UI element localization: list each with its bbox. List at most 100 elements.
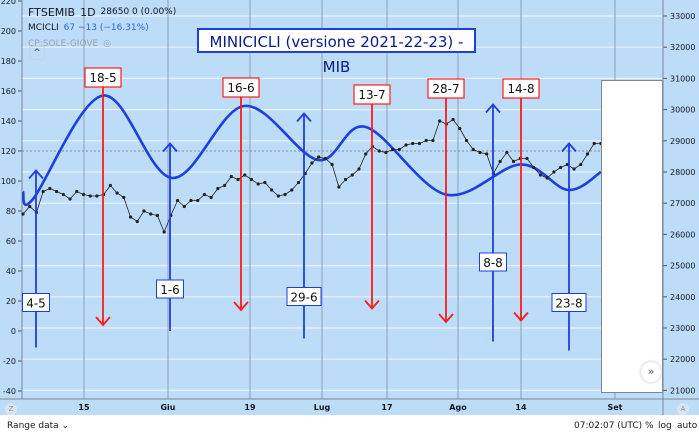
indicator-name[interactable]: MCICLI: [28, 22, 59, 33]
oscillator-point: [337, 185, 341, 189]
left-axis-label: 220: [1, 0, 16, 6]
arrow-head-down-icon: [513, 311, 529, 322]
oscillator-point: [223, 183, 227, 188]
oscillator-point: [68, 197, 72, 201]
arrow-head-up-icon: [485, 103, 501, 114]
price-info: 28650 0 (0.00%): [100, 6, 177, 17]
oscillator-point: [48, 186, 52, 191]
left-axis-label: 180: [1, 57, 16, 66]
oscillator-point: [135, 219, 139, 224]
scroll-to-realtime-button[interactable]: »: [641, 362, 661, 382]
oscillator-point: [88, 194, 92, 198]
auto-scale-icon[interactable]: A: [677, 403, 689, 415]
oscillator-point: [290, 188, 294, 192]
oscillator-point: [397, 147, 401, 152]
right-axis-label: 33000: [670, 12, 695, 21]
oscillator-point: [128, 215, 133, 219]
x-axis-label: Lug: [314, 403, 331, 412]
oscillator-point: [21, 212, 25, 216]
timezone-icon[interactable]: Z: [5, 403, 17, 415]
oscillator-point: [330, 162, 334, 167]
left-axis-label: 140: [1, 117, 16, 126]
symbol[interactable]: FTSEMIB: [28, 5, 76, 19]
collapse-legend-button[interactable]: ^: [29, 46, 45, 60]
cycle-high-label-box: [353, 84, 391, 105]
oscillator-point: [552, 170, 556, 174]
oscillator-point: [189, 198, 193, 203]
cycle-high-label-box: [84, 67, 122, 88]
x-axis-label: 15: [78, 403, 90, 412]
cycle-low-label-box: [286, 287, 322, 306]
oscillator-point: [451, 117, 455, 122]
oscillator-point: [108, 183, 112, 188]
left-axis-label: -40: [3, 387, 16, 396]
eye-hidden-icon[interactable]: ◎: [103, 38, 112, 49]
oscillator-point: [162, 230, 166, 234]
blank-panel: [601, 80, 663, 393]
cycle-low-label: 1-6: [160, 283, 180, 297]
right-axis-label: 26000: [670, 230, 695, 239]
oscillator-point: [431, 138, 435, 143]
oscillator-point: [209, 195, 213, 200]
x-axis-label: Set: [607, 403, 622, 412]
auto-toggle[interactable]: auto: [677, 421, 698, 431]
oscillator-point: [585, 152, 590, 156]
percent-toggle[interactable]: %: [645, 421, 654, 431]
oscillator-point: [249, 177, 254, 182]
oscillator-point: [216, 186, 220, 191]
oscillator-point: [196, 198, 200, 203]
oscillator-point: [75, 189, 79, 194]
x-axis-label: Ago: [449, 403, 467, 412]
oscillator-point: [115, 191, 119, 195]
left-axis-label: 60: [6, 237, 16, 246]
oscillator-point: [485, 152, 489, 156]
oscillator-point: [471, 147, 475, 152]
left-axis-label: 20: [6, 297, 16, 306]
cycle-high-label: 16-6: [227, 81, 254, 95]
indicator-values: 67 −13 (−16.31%): [63, 22, 149, 33]
arrow-head-up-icon: [162, 142, 178, 153]
range-data-button[interactable]: Range data ⌄: [7, 421, 70, 431]
oscillator-point: [364, 152, 368, 156]
left-axis-label: 160: [1, 87, 16, 96]
cycle-low-label: 23-8: [555, 297, 582, 311]
oscillator-point: [350, 173, 354, 177]
left-axis-label: 100: [1, 177, 16, 186]
cycle-high-label-box: [222, 77, 260, 98]
oscillator-point: [458, 126, 462, 131]
right-axis-label: 22000: [670, 355, 695, 364]
cycle-low-label: 8-8: [483, 256, 503, 270]
cycle-low-label: 29-6: [290, 291, 317, 305]
oscillator-point: [317, 155, 321, 159]
arrow-head-down-icon: [364, 299, 380, 310]
arrow-head-down-icon: [233, 301, 249, 312]
oscillator-point: [28, 204, 32, 209]
oscillator-point: [122, 195, 126, 200]
oscillator-point: [202, 192, 207, 197]
oscillator-point: [572, 167, 576, 171]
overlay-name[interactable]: CP:SOLE-GIOVE: [28, 38, 99, 49]
arrow-head-up-icon: [561, 142, 577, 153]
legend: FTSEMIB 1D 28650 0 (0.00%) MCICLI 67 −13…: [28, 4, 176, 52]
x-axis-label: 19: [244, 403, 256, 412]
oscillator-point: [310, 161, 314, 165]
right-axis-label: 30000: [670, 106, 695, 115]
oscillator-point: [498, 159, 502, 164]
cycle-low-label-box: [22, 293, 50, 312]
oscillator-point: [464, 138, 469, 143]
oscillator-point: [41, 189, 45, 194]
footer: Range data ⌄ 07:02:07 (UTC) % log auto: [0, 415, 699, 437]
oscillator-point: [61, 192, 65, 197]
oscillator-point: [270, 188, 274, 192]
interval[interactable]: 1D: [80, 5, 96, 19]
oscillator-point: [579, 162, 583, 167]
oscillator-point: [384, 150, 388, 155]
oscillator-point: [323, 156, 327, 161]
chart[interactable]: 33000 32000 31000 30000 29000 28000 27000 26000…: [0, 0, 699, 415]
oscillator-point: [545, 176, 549, 180]
log-toggle[interactable]: log: [658, 421, 672, 431]
oscillator-point: [438, 119, 442, 123]
x-axis-label: 14: [515, 403, 527, 412]
oscillator-point: [559, 165, 563, 170]
right-axis-label: 21000: [670, 386, 695, 395]
